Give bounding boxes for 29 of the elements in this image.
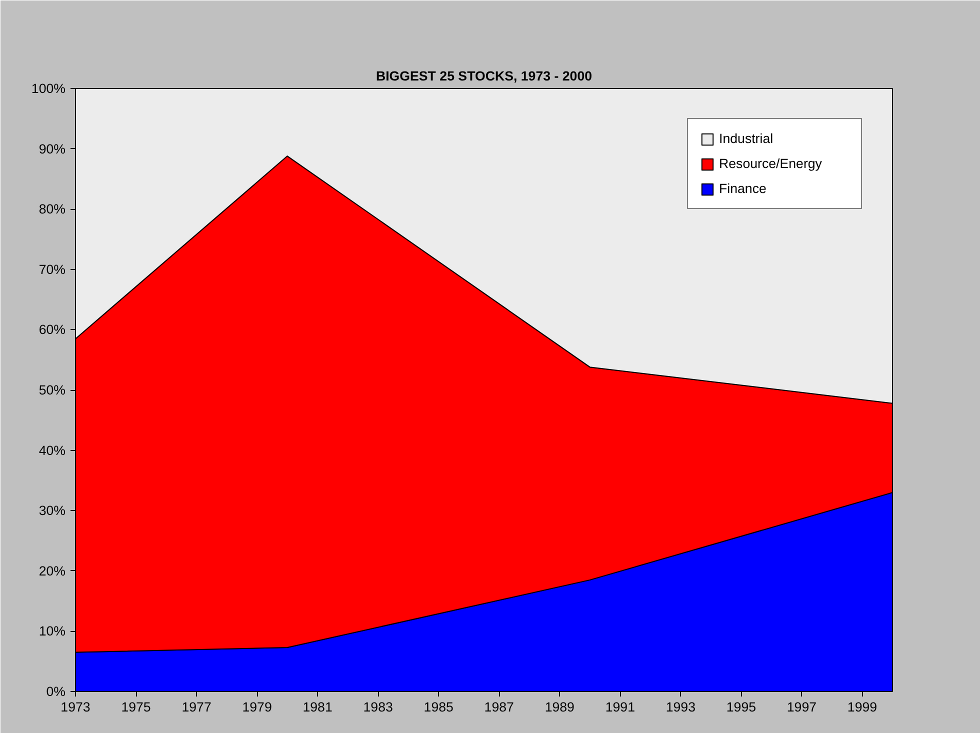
x-tick-label: 1993: [666, 700, 696, 714]
x-tick-label: 1977: [182, 700, 212, 714]
y-tick-label: 40%: [38, 442, 66, 458]
y-tick-label: 0%: [46, 684, 66, 699]
legend-label: Industrial: [719, 131, 774, 146]
y-tick-label: 10%: [38, 624, 66, 639]
x-tick-label: 1981: [302, 700, 332, 714]
y-tick-label: 90%: [38, 141, 66, 156]
legend-label: Resource/Energy: [719, 156, 823, 171]
y-tick-label: 70%: [38, 262, 66, 277]
y-tick-label: 20%: [38, 563, 66, 578]
y-tick-label: 100%: [31, 81, 66, 96]
y-tick-label: 60%: [38, 322, 66, 338]
y-tick-label: 50%: [38, 382, 66, 398]
x-tick-label: 1989: [544, 700, 574, 714]
x-tick-label: 1985: [424, 700, 454, 714]
x-tick-label: 1999: [847, 700, 878, 714]
x-tick-label: 1975: [121, 700, 151, 714]
x-tick-label: 1973: [60, 700, 90, 714]
x-tick-label: 1983: [363, 700, 393, 714]
y-tick-label: 80%: [38, 202, 66, 217]
x-tick-label: 1997: [786, 700, 817, 714]
x-tick-label: 1987: [484, 700, 514, 714]
x-tick-label: 1979: [242, 700, 272, 714]
legend-label: Finance: [719, 181, 768, 196]
chart-title: BIGGEST 25 STOCKS, 1973 - 2000: [376, 68, 592, 84]
y-tick-label: 30%: [38, 503, 66, 518]
x-tick-label: 1991: [605, 700, 635, 714]
x-tick-label: 1995: [726, 700, 756, 714]
